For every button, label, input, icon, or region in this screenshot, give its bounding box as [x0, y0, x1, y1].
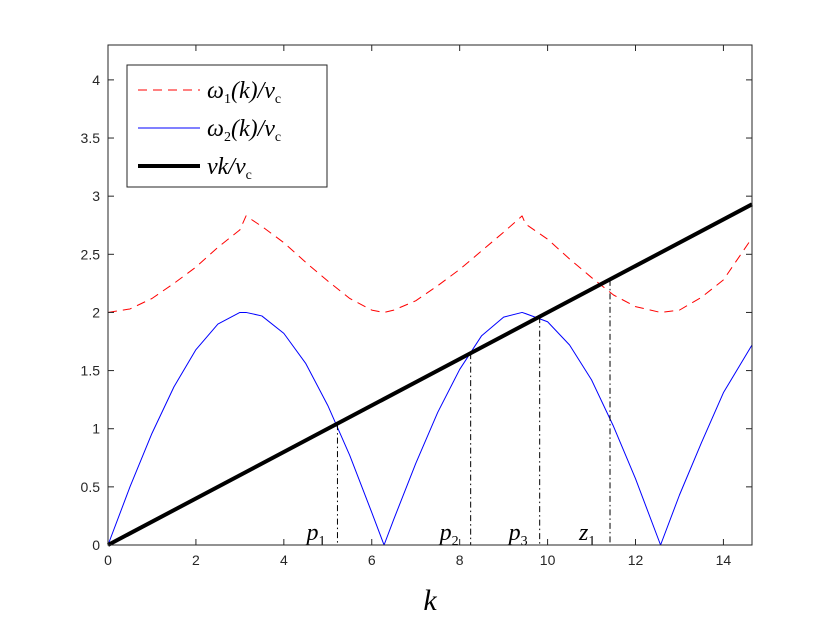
- series-layer: [107, 202, 753, 547]
- x-tick-label: 10: [540, 552, 556, 568]
- x-tick-label: 2: [192, 552, 200, 568]
- legend-label-omega1: ω1(k)/vc: [207, 78, 281, 107]
- x-tick-label: 0: [104, 552, 112, 568]
- legend: ω1(k)/vc ω2(k)/vc vk/vc: [126, 64, 328, 188]
- marker-p3-label: p3: [507, 520, 528, 549]
- marker-layer: p1 p2 p3 z1: [304, 279, 611, 549]
- series-omega1-line: [107, 215, 753, 313]
- x-tick-label: 4: [280, 552, 288, 568]
- y-tick-label: 4: [92, 72, 100, 88]
- marker-z1-label: z1: [578, 520, 595, 549]
- y-tick-label: 3.5: [81, 130, 101, 146]
- tick-layer: 0 2 4 6 8 10 12 14 0 0.5 1 1.5 2 2.5 3 3.5 4: [81, 45, 752, 568]
- series-line-line: [107, 202, 753, 547]
- legend-label-omega2: ω2(k)/vc: [207, 116, 281, 145]
- x-tick-label: 6: [368, 552, 376, 568]
- x-axis-label: k: [423, 584, 437, 617]
- y-tick-label: 0: [92, 537, 100, 553]
- y-tick-label: 3: [92, 188, 100, 204]
- x-tick-label: 8: [456, 552, 464, 568]
- legend-items: ω1(k)/vc ω2(k)/vc vk/vc: [138, 78, 281, 183]
- y-tick-label: 2.5: [81, 246, 101, 262]
- marker-p1-label: p1: [304, 520, 325, 549]
- y-tick-label: 1.5: [81, 363, 101, 379]
- legend-label-line: vk/vc: [207, 154, 252, 183]
- plot-frame: [107, 44, 753, 546]
- y-tick-label: 0.5: [81, 479, 101, 495]
- x-tick-label: 12: [628, 552, 644, 568]
- x-tick-label: 14: [716, 552, 732, 568]
- series-omega2-line: [107, 311, 753, 546]
- marker-p2-label: p2: [438, 520, 459, 549]
- y-tick-label: 2: [92, 304, 100, 320]
- y-tick-label: 1: [92, 421, 100, 437]
